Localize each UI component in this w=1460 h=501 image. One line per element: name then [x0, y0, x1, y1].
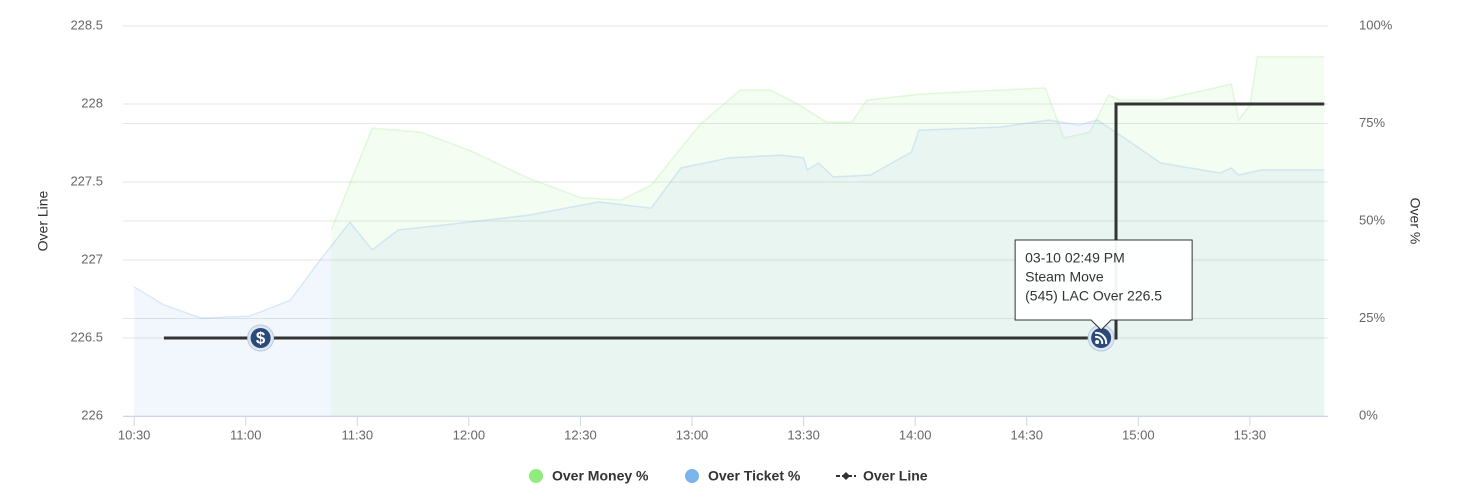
- steam-dot: [1095, 340, 1100, 344]
- x-tick-label: 13:00: [676, 427, 709, 442]
- y-tick-label: 227: [81, 251, 103, 266]
- y-tick-label: 226: [81, 407, 103, 422]
- x-tick-label: 15:30: [1234, 427, 1267, 442]
- x-tick-label: 13:30: [787, 427, 820, 442]
- y-tick-label: 228: [81, 95, 103, 110]
- y2-tick-label: 75%: [1359, 115, 1385, 130]
- tooltip-line: 03-10 02:49 PM: [1025, 250, 1125, 266]
- x-tick-label: 10:30: [118, 427, 151, 442]
- y-tick-label: 228.5: [70, 17, 103, 32]
- event-icon-inner: [250, 328, 271, 348]
- x-tick-label: 12:30: [564, 427, 597, 442]
- area-line: [133, 119, 1325, 319]
- event-label: $: [256, 328, 266, 347]
- area-line: [330, 56, 1325, 231]
- x-tick-label: 11:00: [230, 427, 262, 442]
- legend-symbol: [685, 469, 699, 483]
- y-tick-label: 226.5: [70, 329, 103, 344]
- y-tick-label: 227.5: [70, 173, 103, 188]
- tooltip-line: Steam Move: [1025, 269, 1104, 285]
- event-marker: [1087, 324, 1115, 352]
- area-fill: [331, 56, 1325, 417]
- step-line: [163, 102, 1325, 340]
- x-tick-label: 14:00: [899, 427, 932, 442]
- y-axis-title: Over Line: [35, 190, 51, 251]
- legend-label[interactable]: Over Money %: [552, 468, 649, 484]
- x-tick-label: 15:00: [1122, 427, 1155, 442]
- y2-tick-label: 100%: [1359, 17, 1393, 32]
- x-tick-label: 11:30: [342, 427, 374, 442]
- event-marker: $: [247, 324, 275, 352]
- legend-symbol: [842, 472, 850, 480]
- y2-tick-label: 50%: [1359, 212, 1385, 227]
- legend: Over Money % Over Ticket % Over Line: [529, 468, 928, 484]
- tooltip-line: (545) LAC Over 226.5: [1025, 288, 1162, 304]
- steam-arc: [1095, 331, 1108, 345]
- y2-axis-title: Over %: [1407, 198, 1423, 245]
- y2-tick-label: 0%: [1359, 407, 1378, 422]
- legend-symbol: [529, 469, 543, 483]
- x-tick-label: 14:30: [1010, 427, 1043, 442]
- area-fill: [134, 119, 1325, 417]
- tooltip-box: [1014, 239, 1193, 331]
- steam-arc: [1094, 335, 1104, 345]
- legend-label[interactable]: Over Line: [863, 468, 928, 484]
- y2-tick-label: 25%: [1359, 310, 1385, 325]
- x-tick-label: 12:00: [453, 427, 486, 442]
- tooltip: 03-10 02:49 PM Steam Move (545) LAC Over 2…: [1014, 239, 1193, 331]
- legend-label[interactable]: Over Ticket %: [708, 468, 801, 484]
